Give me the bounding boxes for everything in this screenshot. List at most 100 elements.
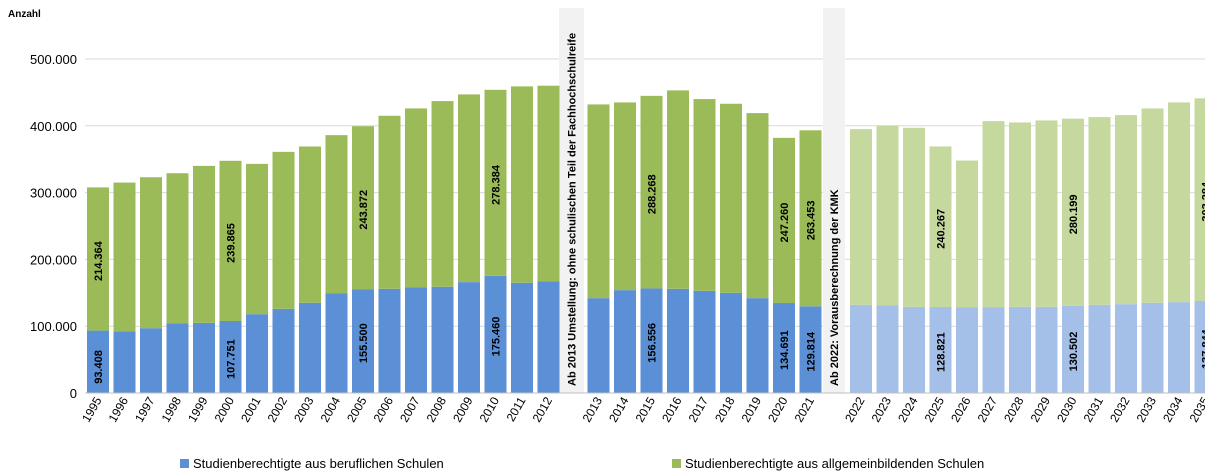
bar-beruflich-2014	[614, 290, 636, 393]
bar-beruflich-2008	[431, 286, 454, 393]
data-label-allgemein-2021: 263.453	[806, 201, 818, 241]
x-tick-label: 2004	[318, 394, 344, 424]
bar-beruflich-2018	[720, 292, 742, 393]
bar-beruflich-2009	[458, 282, 480, 393]
bar-beruflich-2022	[850, 304, 872, 393]
bar-allgemein-2011	[511, 86, 533, 283]
bar-allgemein-2005	[352, 126, 374, 290]
bar-allgemein-2034	[1168, 102, 1190, 303]
data-label-beruflich-2020: 134.691	[779, 330, 791, 370]
bar-beruflich-2027	[982, 307, 1005, 393]
x-tick-label: 2027	[975, 394, 1001, 424]
x-tick-label: 2015	[633, 394, 659, 424]
bar-beruflich-2034	[1168, 302, 1190, 393]
bar-allgemein-1997	[140, 177, 162, 329]
bar-beruflich-2006	[378, 288, 401, 393]
x-tick-label: 2001	[238, 394, 264, 424]
bar-allgemein-2019	[746, 113, 769, 299]
bar-beruflich-2030	[1062, 305, 1084, 393]
bar-beruflich-2000	[219, 321, 242, 393]
x-tick-label: 2016	[659, 394, 685, 424]
bar-beruflich-2025	[929, 306, 952, 393]
y-tick-label: 300.000	[30, 186, 77, 201]
x-tick-label: 2014	[606, 394, 632, 424]
bar-beruflich-1995	[87, 330, 109, 393]
bar-allgemein-2001	[246, 163, 268, 315]
data-label-beruflich-1995: 93.408	[93, 350, 105, 384]
bar-beruflich-2010	[484, 275, 507, 393]
bar-beruflich-2035	[1194, 300, 1205, 393]
y-tick-label: 0	[70, 386, 77, 401]
x-tick-label: 2030	[1054, 394, 1080, 424]
y-tick-label: 500.000	[30, 52, 77, 67]
bar-beruflich-2007	[405, 287, 427, 393]
data-label-allgemein-2015: 288.268	[647, 174, 659, 214]
bar-allgemein-2022	[850, 129, 872, 305]
bar-allgemein-2006	[378, 115, 401, 289]
bar-allgemein-2013	[587, 104, 610, 299]
bar-allgemein-2033	[1141, 108, 1164, 303]
data-label-beruflich-2015: 156.556	[647, 323, 659, 363]
bar-allgemein-2031	[1088, 117, 1111, 305]
data-label-beruflich-2021: 129.814	[806, 331, 818, 372]
bar-allgemein-2007	[405, 108, 427, 288]
bar-allgemein-2021	[799, 130, 822, 307]
bar-allgemein-2025	[929, 146, 952, 307]
bar-allgemein-2016	[667, 90, 689, 289]
x-tick-label: 2035	[1187, 394, 1205, 424]
x-tick-label: 2003	[291, 394, 317, 424]
data-label-allgemein-2035: 303.284	[1201, 181, 1205, 222]
x-tick-label: 2002	[265, 394, 291, 424]
bar-beruflich-2011	[511, 282, 533, 393]
separator-annotation: Ab 2022: Vorausberechnung der KMK	[829, 189, 841, 386]
legend-swatch-allgemein	[672, 459, 681, 468]
bar-allgemein-2026	[956, 160, 978, 308]
bars	[87, 85, 1205, 393]
data-label-allgemein-2000: 239.865	[226, 223, 238, 263]
legend-label-allgemein: Studienberechtigte aus allgemeinbildende…	[685, 456, 984, 471]
data-label-allgemein-2005: 243.872	[358, 190, 370, 230]
x-tick-label: 2007	[397, 394, 423, 424]
bar-beruflich-2031	[1088, 304, 1111, 393]
bar-allgemein-2014	[614, 102, 636, 291]
x-tick-label: 2017	[686, 394, 712, 424]
bar-beruflich-2012	[537, 281, 560, 393]
bar-allgemein-2030	[1062, 118, 1084, 306]
bar-beruflich-2033	[1141, 302, 1164, 393]
x-tick-label: 2033	[1134, 394, 1160, 424]
x-tick-label: 2013	[580, 394, 606, 424]
bar-beruflich-2015	[640, 288, 663, 393]
data-label-beruflich-2010: 175.460	[491, 317, 503, 357]
separator-band	[823, 8, 845, 393]
x-tick-label: 2023	[869, 394, 895, 424]
bar-allgemein-1995	[87, 187, 109, 331]
x-tick-label: 2031	[1081, 394, 1107, 424]
bar-beruflich-2019	[746, 298, 769, 393]
x-tick-label: 1999	[185, 394, 211, 424]
data-label-allgemein-2030: 280.199	[1068, 194, 1080, 234]
bar-beruflich-1999	[193, 322, 215, 393]
bar-allgemein-2023	[876, 125, 899, 306]
bar-beruflich-2024	[903, 306, 925, 393]
bar-allgemein-1998	[166, 173, 189, 324]
bar-beruflich-2003	[299, 302, 321, 393]
bar-beruflich-2017	[693, 290, 716, 393]
x-tick-label: 1997	[132, 394, 158, 424]
bar-allgemein-2024	[903, 127, 925, 307]
bar-allgemein-2035	[1194, 98, 1205, 301]
x-tick-label: 2010	[477, 394, 503, 424]
x-tick-label: 2005	[344, 394, 370, 424]
y-tick-label: 100.000	[30, 319, 77, 334]
bar-allgemein-2003	[299, 146, 321, 303]
x-tick-label: 2018	[712, 394, 738, 424]
x-tick-label: 1998	[159, 394, 185, 424]
bar-allgemein-2027	[982, 121, 1005, 308]
x-tick-label: 2000	[212, 394, 238, 424]
bar-allgemein-2020	[773, 137, 795, 304]
bar-beruflich-2026	[956, 307, 978, 393]
data-labels: 93.408 214.364 107.751 239.865 155.500 243.87…	[93, 164, 1205, 384]
bar-beruflich-2002	[272, 308, 295, 393]
bar-beruflich-2013	[587, 298, 610, 393]
data-label-beruflich-2000: 107.751	[226, 339, 238, 379]
x-tick-label: 2009	[450, 394, 476, 424]
